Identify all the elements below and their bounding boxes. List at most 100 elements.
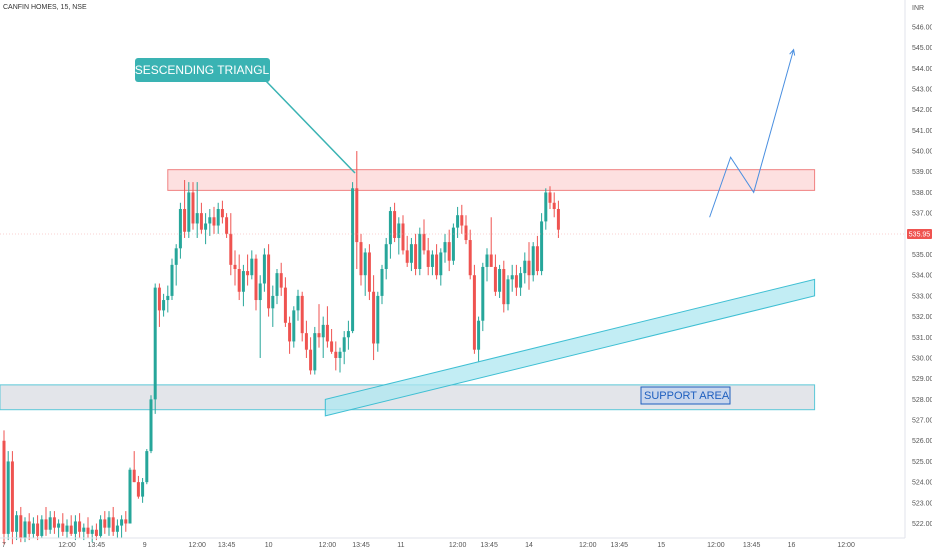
candle [531, 242, 535, 282]
time-tick-label: 13:45 [218, 542, 236, 549]
candle [346, 320, 350, 350]
price-tick-label: 523.00 [912, 500, 932, 507]
candle [456, 206, 460, 238]
candle [372, 275, 376, 361]
time-axis[interactable]: 7 12:00 13:45 9 12:00 13:45 10 12:00 13:45 11 12:0… [2, 542, 855, 549]
triangle-annotation[interactable]: ASESCENDING TRIANGLE [127, 58, 356, 174]
candle-body [351, 188, 355, 332]
support-area-label[interactable]: SUPPORT AREA [640, 386, 731, 405]
candle-body [556, 208, 560, 230]
candle-body [220, 208, 224, 218]
time-tick-label: 12:00 [58, 542, 76, 549]
candle [519, 266, 523, 296]
candle-body [246, 271, 250, 276]
candle [330, 329, 334, 354]
candle [174, 244, 178, 286]
candle-body [73, 521, 77, 534]
candle-body [283, 287, 287, 323]
candle-body [275, 273, 279, 296]
price-tick-label: 546.00 [912, 24, 932, 31]
candle [149, 395, 153, 454]
candle-body [6, 461, 10, 534]
candle-body [195, 213, 199, 224]
candle [405, 235, 409, 267]
candle [451, 223, 455, 265]
price-tick-label: 532.00 [912, 314, 932, 321]
candle-body [191, 192, 195, 224]
candle [258, 275, 262, 358]
candle [170, 258, 174, 301]
candle [36, 515, 40, 541]
candle [510, 264, 514, 292]
price-axis[interactable]: 522.00 523.00 524.00 525.00 526.00 527.00 528.… [912, 24, 932, 528]
price-tick-label: 522.00 [912, 521, 932, 528]
candle-body [481, 266, 485, 321]
candle [44, 506, 48, 536]
candle-body [523, 260, 527, 274]
candle [267, 244, 271, 317]
current-price-tag: 535.95 [0, 229, 932, 239]
price-tick-label: 533.00 [912, 293, 932, 300]
candle [342, 331, 346, 365]
candle-body [187, 192, 191, 232]
candle [187, 182, 191, 238]
candle-body [485, 254, 489, 267]
candle-body [393, 211, 397, 238]
candle [321, 316, 325, 358]
candle-body [69, 525, 73, 534]
candle-body [493, 266, 497, 292]
candle [132, 451, 136, 483]
candle [359, 233, 363, 286]
candle-body [136, 482, 140, 497]
candle-body [527, 260, 531, 276]
candle [288, 316, 292, 354]
candle [212, 206, 216, 234]
trend-channel[interactable] [324, 278, 816, 417]
projection-path[interactable] [709, 49, 795, 218]
candle [153, 283, 157, 414]
resistance-zone[interactable] [167, 169, 816, 191]
candle-body [422, 233, 426, 251]
candle [103, 511, 107, 534]
candle-body [262, 254, 266, 284]
price-tick-label: 542.00 [912, 107, 932, 114]
candle-body [401, 223, 405, 251]
candle [464, 215, 468, 245]
candle [283, 277, 287, 327]
candle-body [128, 469, 132, 524]
candle [241, 264, 245, 307]
candle-body [141, 482, 145, 497]
candle [367, 244, 371, 301]
candle [422, 219, 426, 255]
candle-body [451, 227, 455, 261]
candle-body [443, 242, 447, 253]
candle-body [178, 208, 182, 249]
candle [216, 202, 220, 234]
time-tick-label: 14 [525, 542, 533, 549]
candle-body [540, 221, 544, 272]
candle-body [435, 254, 439, 276]
candle [540, 213, 544, 276]
candle-body [325, 324, 329, 342]
candle-body [99, 519, 103, 536]
price-tick-label: 526.00 [912, 438, 932, 445]
candle [115, 519, 119, 538]
candle [409, 237, 413, 272]
price-tick-label: 527.00 [912, 418, 932, 425]
candle [128, 467, 132, 524]
candle-body [170, 264, 174, 296]
candle-body [439, 252, 443, 276]
candle [57, 519, 61, 538]
candle-body [103, 519, 107, 528]
overlay-layer [324, 48, 816, 417]
candle-body [397, 223, 401, 238]
candle [19, 506, 23, 543]
candle [86, 517, 90, 538]
candle [99, 515, 103, 538]
candle [275, 269, 279, 305]
candle [414, 233, 418, 276]
candle-body [548, 192, 552, 203]
time-tick-label: 13:45 [743, 542, 761, 549]
candle-body [271, 295, 275, 309]
